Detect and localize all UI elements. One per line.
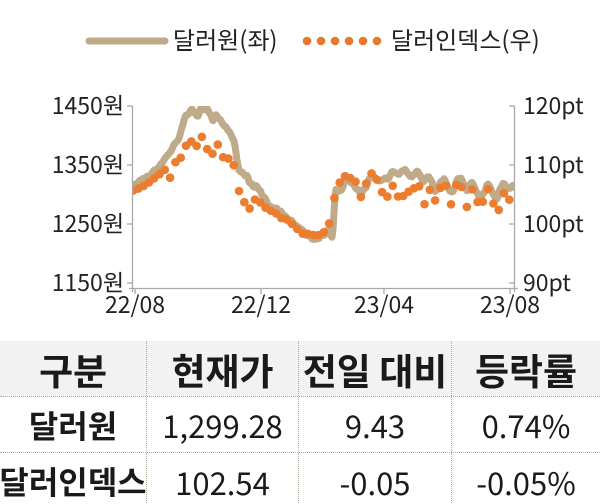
svg-text:1350원: 1350원 bbox=[52, 146, 124, 180]
svg-text:100pt: 100pt bbox=[523, 205, 584, 239]
svg-text:1450원: 1450원 bbox=[52, 87, 124, 121]
svg-text:110pt: 110pt bbox=[523, 146, 584, 180]
svg-text:23/04: 23/04 bbox=[354, 286, 414, 320]
svg-text:달러인덱스(우): 달러인덱스(우) bbox=[391, 21, 540, 56]
svg-text:23/08: 23/08 bbox=[480, 286, 540, 320]
svg-text:1250원: 1250원 bbox=[52, 205, 124, 239]
svg-text:22/12: 22/12 bbox=[231, 286, 291, 320]
svg-text:22/08: 22/08 bbox=[105, 286, 165, 320]
svg-text:120pt: 120pt bbox=[523, 87, 584, 121]
svg-text:달러원(좌): 달러원(좌) bbox=[173, 21, 278, 56]
